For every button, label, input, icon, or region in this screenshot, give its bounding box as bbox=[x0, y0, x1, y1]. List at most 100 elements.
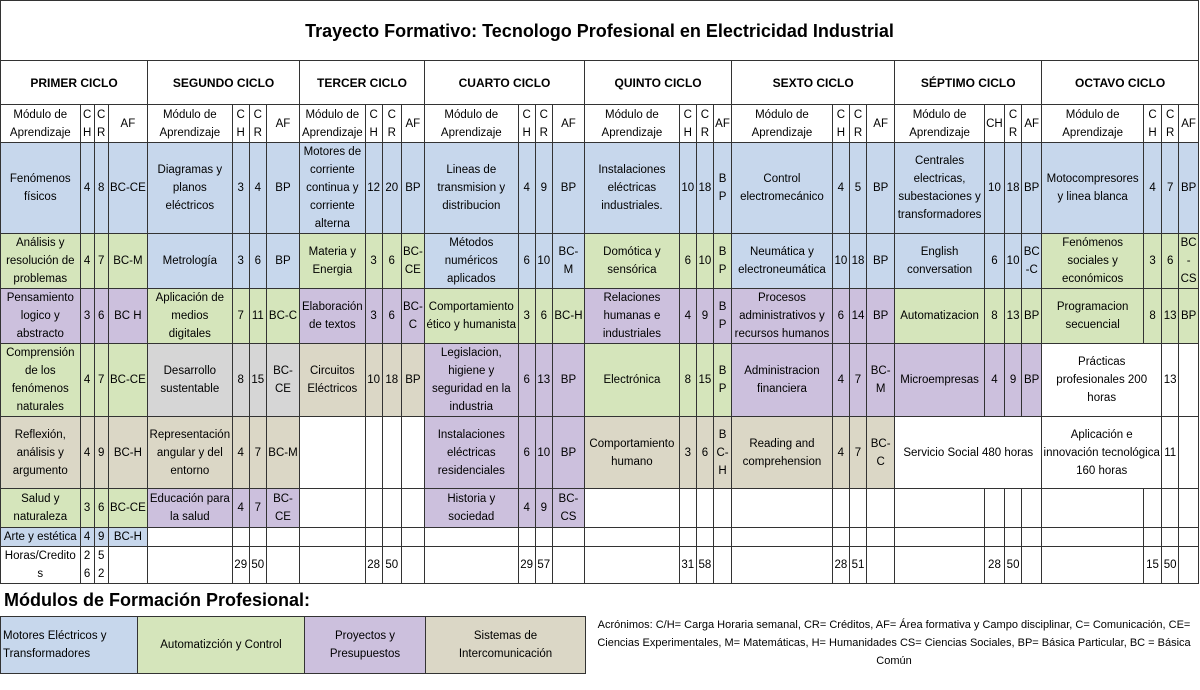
module-ch: 7 bbox=[231, 288, 250, 344]
total-credits: 58 bbox=[695, 546, 714, 584]
module-cr: 6 bbox=[93, 488, 109, 528]
empty-cell bbox=[1004, 527, 1023, 547]
empty-cell bbox=[265, 527, 301, 547]
module-af: BC-CS bbox=[551, 488, 586, 528]
module-cr: 13 bbox=[1161, 288, 1180, 344]
curriculum-table: Trayecto Formativo: Tecnologo Profesiona… bbox=[0, 0, 1199, 584]
empty-cell bbox=[364, 416, 383, 489]
module-name: Comportamiento humano bbox=[584, 416, 680, 489]
module-af: BC-H bbox=[551, 288, 586, 344]
module-name: Motores de corriente continua y corrient… bbox=[299, 142, 366, 234]
module-cr: 6 bbox=[381, 233, 402, 289]
module-cr: 15 bbox=[248, 343, 267, 417]
empty-cell bbox=[107, 546, 149, 584]
module-cr: 10 bbox=[695, 233, 714, 289]
module-af: BC-CS bbox=[1178, 233, 1199, 289]
module-af: BP bbox=[712, 343, 733, 417]
empty-cell bbox=[551, 546, 586, 584]
col-header-cr: CR bbox=[1161, 104, 1180, 143]
module-ch: 3 bbox=[364, 233, 383, 289]
module-af: BC-CE bbox=[265, 488, 301, 528]
module-cr: 4 bbox=[248, 142, 267, 234]
empty-cell bbox=[1041, 546, 1144, 584]
col-header-ch: CH bbox=[517, 104, 536, 143]
col-header-af: AF bbox=[866, 104, 896, 143]
empty-cell bbox=[299, 527, 366, 547]
total-hours: 15 bbox=[1142, 546, 1163, 584]
empty-cell bbox=[866, 488, 896, 528]
module-cr: 9 bbox=[93, 416, 109, 489]
module-cr: 9 bbox=[695, 288, 714, 344]
module-name: Arte y estética bbox=[0, 527, 81, 547]
special-credits: 11 bbox=[1161, 416, 1180, 489]
empty-cell bbox=[712, 527, 733, 547]
module-ch: 4 bbox=[1142, 142, 1163, 234]
col-header-cr: CR bbox=[381, 104, 402, 143]
empty-cell bbox=[299, 416, 366, 489]
module-name: Historia y sociedad bbox=[423, 488, 519, 528]
empty-cell bbox=[1021, 527, 1043, 547]
col-header-af: AF bbox=[712, 104, 733, 143]
module-af: BC H bbox=[107, 288, 149, 344]
total-credits: 50 bbox=[381, 546, 402, 584]
module-name: Comportamiento ético y humanista bbox=[423, 288, 519, 344]
module-af: BP bbox=[265, 142, 301, 234]
empty-cell bbox=[1161, 488, 1180, 528]
empty-cell bbox=[265, 546, 301, 584]
module-af: BC-H bbox=[712, 416, 733, 489]
module-af: BC-CE bbox=[107, 488, 149, 528]
empty-cell bbox=[848, 527, 868, 547]
empty-cell bbox=[695, 488, 714, 528]
empty-cell bbox=[1021, 488, 1043, 528]
empty-cell bbox=[400, 416, 425, 489]
module-cr: 10 bbox=[534, 416, 553, 489]
col-header-ch: CH bbox=[678, 104, 697, 143]
empty-cell bbox=[400, 527, 425, 547]
module-cr: 18 bbox=[848, 233, 868, 289]
module-name: Relaciones humanas e industriales bbox=[584, 288, 680, 344]
module-cr: 6 bbox=[695, 416, 714, 489]
module-name: Comprensión de los fenómenos naturales bbox=[0, 343, 81, 417]
module-af: BP bbox=[1178, 288, 1199, 344]
module-ch: 4 bbox=[79, 343, 95, 417]
empty-cell bbox=[1021, 546, 1043, 584]
module-cr: 6 bbox=[381, 288, 402, 344]
total-credits: 51 bbox=[848, 546, 868, 584]
empty-cell bbox=[695, 527, 714, 547]
module-ch: 6 bbox=[831, 288, 850, 344]
module-af: BP bbox=[712, 233, 733, 289]
module-name: Materia y Energia bbox=[299, 233, 366, 289]
empty-cell bbox=[584, 527, 680, 547]
empty-cell bbox=[1041, 527, 1144, 547]
module-name: Reflexión, análisis y argumento bbox=[0, 416, 81, 489]
total-credits: 50 bbox=[1161, 546, 1180, 584]
special-credits: 13 bbox=[1161, 343, 1180, 417]
module-ch: 3 bbox=[231, 233, 250, 289]
module-cr: 18 bbox=[1004, 142, 1023, 234]
module-name: Electrónica bbox=[584, 343, 680, 417]
module-ch: 10 bbox=[831, 233, 850, 289]
module-name: Metrología bbox=[147, 233, 233, 289]
col-header-af: AF bbox=[107, 104, 149, 143]
cycle-header: CUARTO CICLO bbox=[423, 60, 586, 105]
empty-cell bbox=[364, 488, 383, 528]
empty-cell bbox=[983, 488, 1006, 528]
module-ch: 6 bbox=[983, 233, 1006, 289]
module-af: BP bbox=[551, 416, 586, 489]
module-cr: 6 bbox=[248, 233, 267, 289]
empty-cell bbox=[678, 527, 697, 547]
empty-cell bbox=[517, 527, 536, 547]
special-module: Servicio Social 480 horas bbox=[894, 416, 1043, 489]
module-af: BP bbox=[551, 343, 586, 417]
col-header-cr: CR bbox=[93, 104, 109, 143]
module-cr: 20 bbox=[381, 142, 402, 234]
module-cr: 5 bbox=[848, 142, 868, 234]
empty-cell bbox=[1178, 546, 1199, 584]
module-name: Aplicación de medios digitales bbox=[147, 288, 233, 344]
col-header-module: Módulo de Aprendizaje bbox=[299, 104, 366, 143]
module-af: BC-C bbox=[866, 416, 896, 489]
module-ch: 4 bbox=[231, 488, 250, 528]
total-credits: 57 bbox=[534, 546, 553, 584]
empty-cell bbox=[299, 488, 366, 528]
module-cr: 10 bbox=[534, 233, 553, 289]
